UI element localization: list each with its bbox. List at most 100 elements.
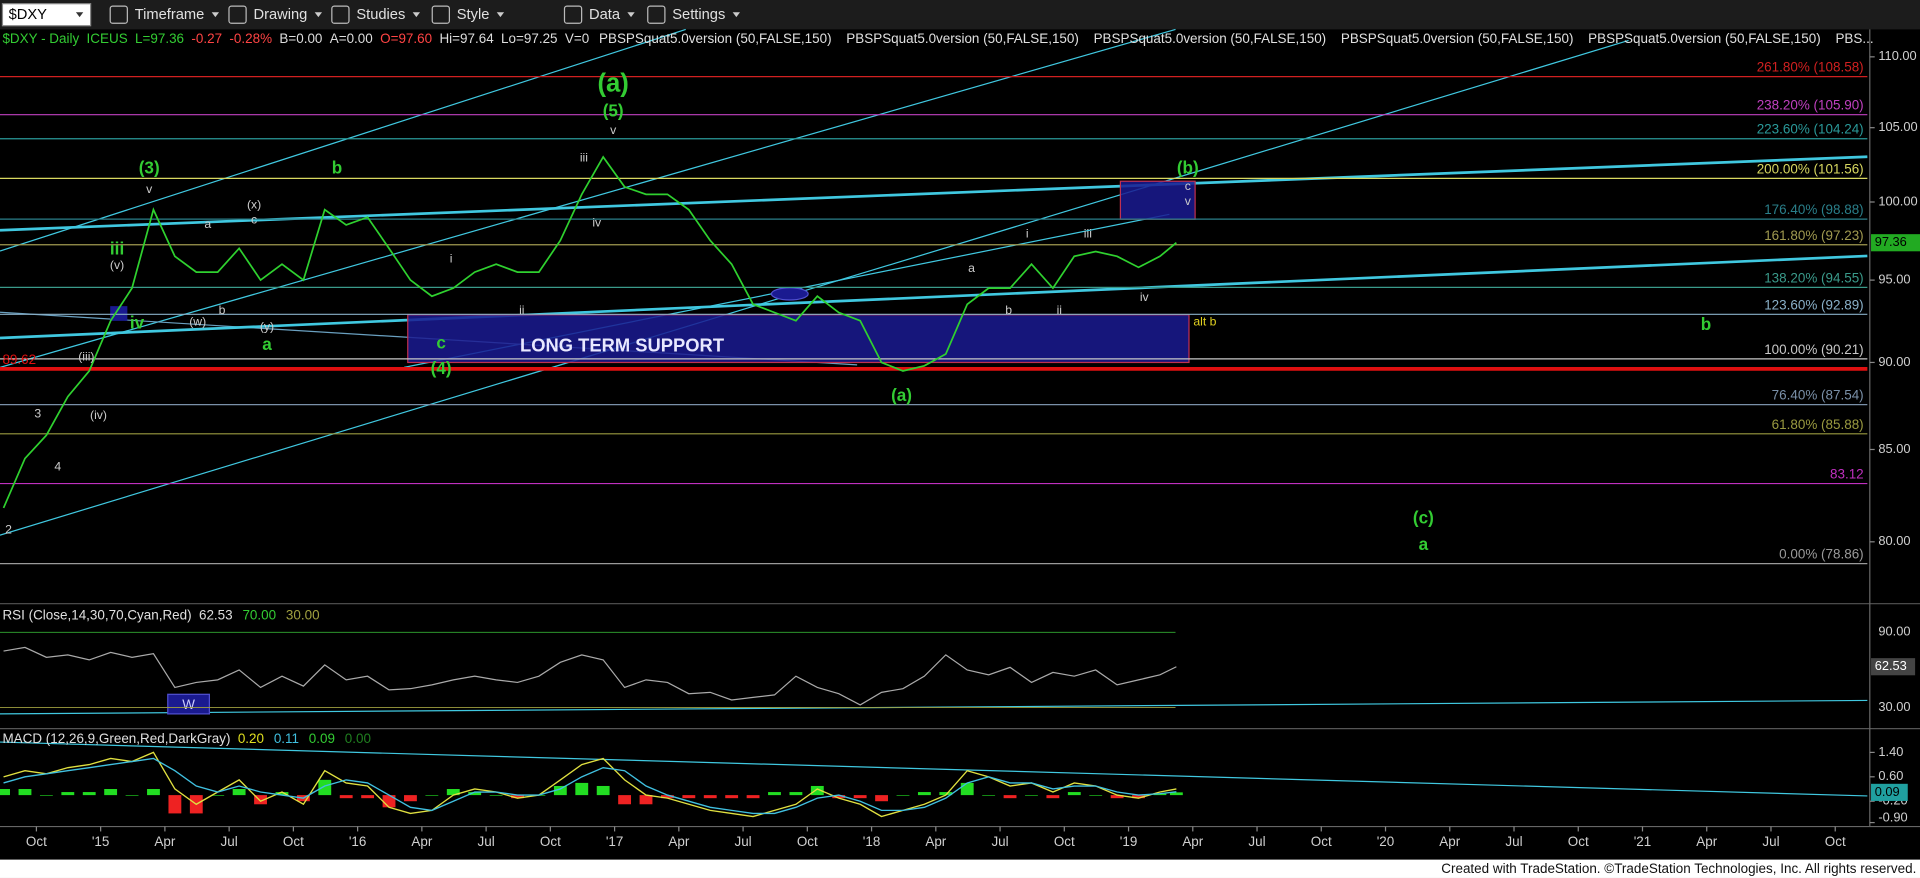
x-tick-label: Oct [797,834,818,849]
wave-label: (3) [139,157,160,177]
macd-hist-bar [853,795,867,799]
level-label: 138.20% (94.55) [1764,270,1863,285]
wave-label: ii [519,303,524,317]
macd-hist-bar [703,795,717,799]
macd-hist-bar [1153,793,1167,796]
macd-title: MACD (12,26,9,Green,Red,DarkGray) [2,731,230,746]
menu-item[interactable]: Data [589,7,621,23]
wave-label: iii [110,238,124,258]
price-line [2,155,1177,509]
x-tick-label: Jul [734,834,751,849]
x-tick-label: Jul [991,834,1008,849]
macd-hist-bar [553,785,567,796]
macd-line [3,757,1177,815]
level-label: 123.60% (92.89) [1764,297,1863,312]
macd-hist-bar [425,795,439,796]
macd-hist-bar [339,795,353,799]
menu-item[interactable]: Studies [356,7,405,23]
macd-hist-bar [832,795,846,799]
menu-item[interactable]: Drawing [253,7,307,23]
rsi-readout: 30.00 [286,608,320,623]
menu-icon [647,5,666,24]
wave-label: b [219,303,226,317]
macd-hist-bar [768,792,781,796]
dropdown-arrow [627,12,635,18]
rsi-line [3,646,1177,706]
header-item: O=97.60 [380,31,432,46]
wave-label: (v) [110,258,124,272]
menu-item[interactable]: Settings [672,7,725,23]
header-item: L=97.36 [135,31,184,46]
footer-bar [0,859,1920,878]
wave-label: c [251,213,257,227]
macd-last-label: 0.09 [1875,784,1900,799]
menu-item[interactable]: Timeframe [135,7,205,23]
macd-hist-bar [746,795,760,799]
macd-hist-bar [939,792,953,796]
macd-hist-bar [660,795,674,799]
wave-label: a [968,261,975,275]
y-tick-label: 80.00 [1878,533,1910,548]
y-tick-label: 100.00 [1878,193,1917,208]
x-tick-label: Jul [1762,834,1779,849]
symbol[interactable]: $DXY [9,7,48,23]
macd-hist-bar [575,782,589,796]
x-tick-label: Oct [283,834,304,849]
macd-hist-bar [1169,792,1183,796]
x-tick-label: Oct [540,834,561,849]
macd-trend-line [0,741,1868,797]
wave-label: (iv) [90,408,107,422]
wave-label: 3 [34,406,41,420]
macd-hist-bar [446,789,460,796]
macd-readout: 0.00 [345,731,371,746]
header-item: Lo=97.25 [501,31,558,46]
wave-label: b [1005,303,1012,317]
marker-ellipse [770,287,809,301]
menu-icon [228,5,247,24]
macd-hist-bar [168,795,182,814]
x-tick-label: Jul [221,834,238,849]
menu-icon [331,5,350,24]
macd-hist-bar [404,795,417,802]
macd-hist-bar [1110,795,1124,799]
wave-label: (5) [603,100,624,120]
x-tick-label: '17 [606,834,624,849]
x-tick-label: Apr [1182,834,1203,849]
trend-line [0,155,1868,232]
wave-label: iv [130,313,145,333]
macd-tick-label: 1.40 [1878,744,1903,759]
macd-hist-bar [1046,795,1060,799]
wave-label: v [1185,194,1192,208]
macd-hist-bar [489,795,503,796]
x-tick-label: Jul [1505,834,1522,849]
x-tick-label: Jul [1248,834,1265,849]
wave-label: b [332,157,342,177]
last-price-label: 97.36 [1875,234,1907,249]
y-tick-label: 85.00 [1878,441,1910,456]
rsi-title: RSI (Close,14,30,70,Cyan,Red) [2,608,191,623]
indicator-label: PBSPSquat5.0version (50,FALSE,150) [1341,31,1574,46]
wave-label: v [146,182,153,196]
macd-readout: 0.09 [309,731,335,746]
level-label: 0.00% (78.86) [1779,547,1864,562]
wave-label: (iii) [78,350,94,364]
macd-hist-bar [896,795,910,796]
macd-hist-bar [39,795,53,796]
macd-hist-bar [275,792,289,796]
indicator-label: PBSPSquat5.0version (50,FALSE,150) [1588,31,1821,46]
x-tick-label: Apr [411,834,432,849]
rsi-last-label: 62.53 [1875,658,1907,673]
macd-hist-bar [725,795,739,799]
macd-readout: 0.11 [274,731,299,746]
wave-label: a [1419,534,1429,554]
wave-label: iii [580,151,588,165]
wave-label: a [204,217,211,231]
symbol-box[interactable] [1,3,92,27]
macd-hist-bar [82,792,96,796]
x-tick-label: Oct [26,834,47,849]
macd-hist-bar [1067,792,1081,796]
wave-label: c [1185,179,1191,193]
menu-item[interactable]: Style [457,7,490,23]
macd-hist-bar [1132,795,1145,799]
